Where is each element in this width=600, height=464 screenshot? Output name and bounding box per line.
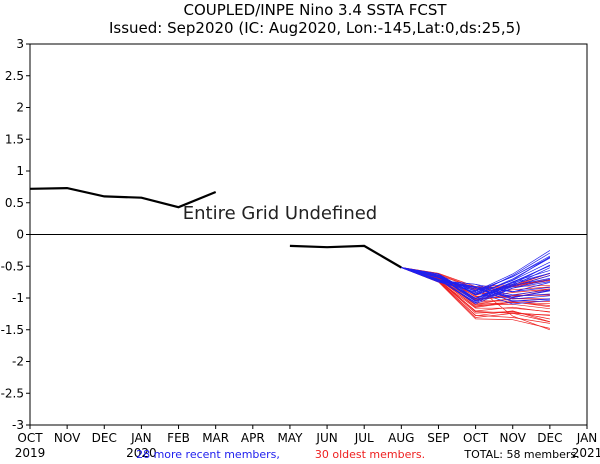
year-label: 2020 (126, 446, 157, 460)
ensemble-member-line (401, 267, 551, 302)
x-tick-label: DEC (92, 431, 117, 445)
year-label: 2019 (15, 446, 46, 460)
x-tick-label: JAN (130, 431, 152, 445)
y-tick-label: -2.5 (1, 386, 24, 400)
x-axis: OCT NOV DEC JAN FEB MAR APR MAY JUN JUL AUG SEP OCT N… (15, 425, 600, 460)
y-tick-label: 2 (16, 101, 24, 115)
y-tick-label: 1.5 (5, 132, 24, 146)
x-tick-label: AUG (388, 431, 414, 445)
observed-series (29, 186, 402, 269)
ensemble-member-line (401, 267, 550, 310)
y-tick-label: 0.5 (5, 196, 24, 210)
y-tick-label: -1 (12, 291, 24, 305)
year-label: 2021 (572, 446, 600, 460)
ensemble-member-line (401, 267, 550, 297)
y-tick-label: -3 (12, 418, 24, 432)
y-tick-label: -0.5 (1, 259, 24, 273)
observed-oct-mar-line (29, 186, 217, 209)
x-tick-label: MAY (277, 431, 303, 445)
observed-may-aug-line (289, 244, 402, 269)
x-tick-label: NOV (54, 431, 81, 445)
legend-total: TOTAL: 58 members. (463, 448, 579, 461)
ensemble-member-line (401, 267, 550, 301)
y-tick-label: 3 (16, 37, 24, 51)
annotation-undefined: Entire Grid Undefined (183, 203, 377, 224)
y-tick-label: -2 (12, 355, 24, 369)
y-tick-label: 1 (16, 164, 24, 178)
x-tick-label: JAN (576, 431, 598, 445)
x-tick-label: FEB (167, 431, 190, 445)
legend-oldest: 30 oldest members. (315, 448, 425, 461)
x-tick-label: SEP (427, 431, 449, 445)
x-tick-label: OCT (17, 431, 43, 445)
x-tick-label: JUL (354, 431, 374, 445)
x-tick-label: NOV (500, 431, 527, 445)
ensemble-member-line (401, 267, 550, 305)
chart-title: COUPLED/INPE Nino 3.4 SSTA FCST (184, 1, 448, 19)
y-tick-label: 2.5 (5, 69, 24, 83)
chart-subtitle: Issued: Sep2020 (IC: Aug2020, Lon:-145,L… (109, 19, 521, 37)
x-tick-label: DEC (537, 431, 562, 445)
x-tick-label: JUN (315, 431, 337, 445)
x-tick-label: OCT (463, 431, 489, 445)
y-tick-label: 0 (16, 228, 24, 242)
legend-recent: 28 more recent members, (136, 448, 280, 461)
y-tick-label: -1.5 (1, 323, 24, 337)
x-tick-label: APR (241, 431, 265, 445)
ensemble-recent (401, 250, 551, 305)
ensemble-member-line (401, 261, 551, 295)
x-tick-label: MAR (202, 431, 229, 445)
y-axis: 3 2.5 2 1.5 1 0.5 0 -0.5 -1 -1.5 -2 -2.5 -3 (1, 37, 30, 432)
